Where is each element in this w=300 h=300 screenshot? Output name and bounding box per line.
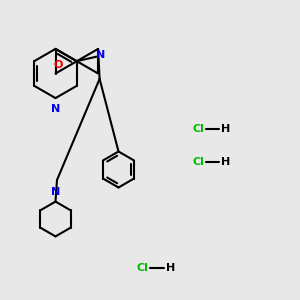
Text: H: H <box>166 262 175 273</box>
Text: H: H <box>221 157 230 167</box>
Text: N: N <box>51 187 60 197</box>
Text: H: H <box>221 124 230 134</box>
Text: Cl: Cl <box>136 262 148 273</box>
Text: O: O <box>53 61 63 70</box>
Text: Cl: Cl <box>192 124 204 134</box>
Text: Cl: Cl <box>192 157 204 167</box>
Text: N: N <box>97 50 106 60</box>
Text: N: N <box>51 103 60 113</box>
